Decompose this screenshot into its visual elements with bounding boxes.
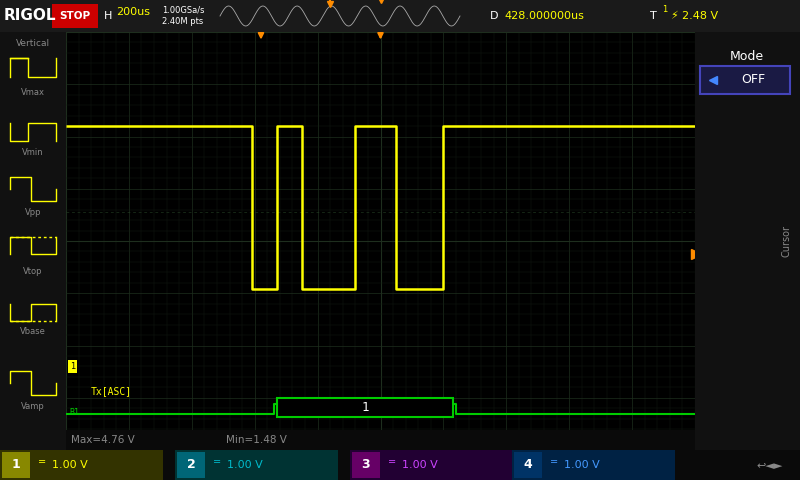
Text: 1.00 V: 1.00 V [564,460,600,470]
Text: Mode: Mode [730,50,764,63]
Text: OFF: OFF [741,73,765,86]
Text: 2.40M pts: 2.40M pts [162,17,203,26]
Text: Vpp: Vpp [25,208,42,216]
Text: Vertical: Vertical [16,39,50,48]
Bar [514,452,542,478]
Text: 428.000000us: 428.000000us [504,11,584,21]
Text: =: = [213,457,221,467]
Bar [177,452,205,478]
Text: Vbase: Vbase [20,327,46,336]
FancyBboxPatch shape [277,398,453,417]
Text: Vmax: Vmax [21,88,45,97]
Bar [350,450,513,480]
Bar [175,450,338,480]
Text: 1: 1 [70,362,75,371]
Text: 1.00GSa/s: 1.00GSa/s [162,5,205,14]
Text: Tx[ASC]: Tx[ASC] [91,386,132,396]
Text: Vtop: Vtop [23,267,42,276]
Text: 1: 1 [361,401,369,414]
Text: Vmin: Vmin [22,148,44,157]
Bar [512,450,675,480]
Text: Max=4.76 V: Max=4.76 V [71,435,134,445]
Text: 200us: 200us [116,7,150,17]
Text: STOP: STOP [59,11,90,21]
Text: 4: 4 [524,458,532,471]
Bar [0,450,163,480]
Text: Min=1.48 V: Min=1.48 V [226,435,286,445]
Text: 1.00 V: 1.00 V [52,460,88,470]
Text: H: H [104,11,112,21]
Text: RIGOL: RIGOL [4,9,57,24]
FancyBboxPatch shape [700,66,790,94]
Text: B1: B1 [69,408,79,417]
Text: T: T [650,11,657,21]
Bar [352,452,380,478]
Bar [52,4,98,28]
Text: 1: 1 [662,5,667,14]
Text: =: = [38,457,46,467]
Text: =: = [388,457,396,467]
Bar [2,452,30,478]
Text: 3: 3 [362,458,370,471]
Text: 2.48 V: 2.48 V [682,11,718,21]
Text: D: D [490,11,498,21]
Text: ⚡: ⚡ [670,11,678,21]
Text: Cursor: Cursor [782,225,792,257]
Text: =: = [550,457,558,467]
Text: 1: 1 [12,458,20,471]
Text: 2: 2 [186,458,195,471]
Text: 1.00 V: 1.00 V [402,460,438,470]
Text: 1.00 V: 1.00 V [227,460,262,470]
Text: ↩◄►: ↩◄► [757,460,783,470]
Text: Vamp: Vamp [21,402,45,411]
